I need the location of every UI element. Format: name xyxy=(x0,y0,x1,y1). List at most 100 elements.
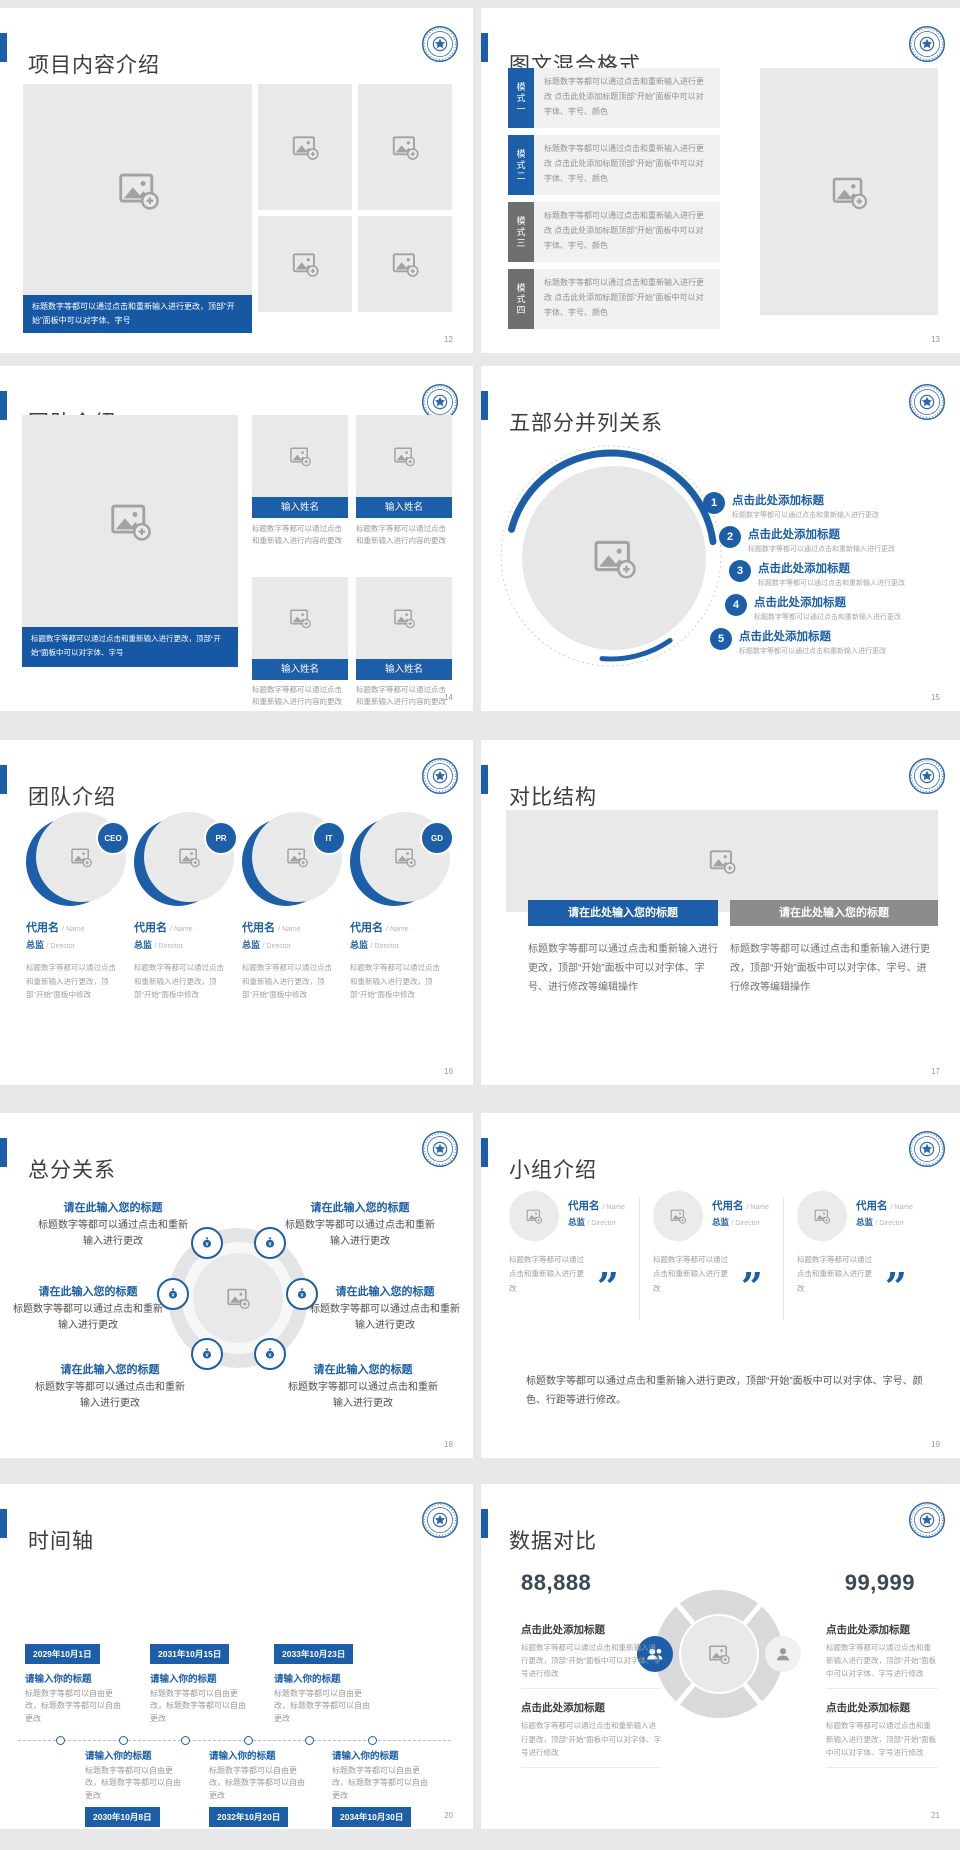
image-placeholder xyxy=(358,216,452,312)
slide-card-15[interactable]: 五部分并列关系 1 点击此处添加标题 标题数字等都可以通过点击和重新输入进行更改… xyxy=(481,366,960,711)
avatar: CEO xyxy=(26,812,130,910)
member-name-bar: 输入姓名 xyxy=(252,497,348,518)
title-accent-bar xyxy=(0,1509,7,1538)
school-seal-icon xyxy=(421,757,459,795)
event-title: 请输入你的标题 xyxy=(274,1674,341,1685)
member-photo-placeholder xyxy=(356,415,452,497)
page-number: 14 xyxy=(444,693,453,702)
block-text: 标题数字等都可以通过点击和重新输入进行更改 xyxy=(38,1220,188,1247)
role-badge: GD xyxy=(420,821,454,855)
block-text: 标题数字等都可以通过点击和重新输入进行更改，顶部“开始”面板中可以对字体、字号进… xyxy=(521,1719,661,1768)
mode-badge: 模式二 xyxy=(508,135,534,195)
item-title: 点击此处添加标题 xyxy=(732,495,824,507)
team-member-column: CEO 代用名 / Name 总监 / Director 标题数字等都可以通过点… xyxy=(26,812,130,1002)
text-block: 请在此输入您的标题 标题数字等都可以通过点击和重新输入进行更改 xyxy=(38,1199,188,1250)
timeline-node xyxy=(56,1736,65,1745)
member-photo-placeholder xyxy=(252,577,348,659)
list-item: 4 点击此处添加标题 标题数字等都可以通过点击和重新输入进行更改 xyxy=(725,594,955,622)
event-text: 标题数字等都可以自由更改，标题数字等都可以自由更改 xyxy=(25,1689,121,1723)
member-text: 标题数字等都可以通过点击和重新输入进行更改，顶部“开始”面板中修改 xyxy=(26,963,116,999)
member-text: 标题数字等都可以通过点击和重新输入进行内容的更改 xyxy=(252,524,342,545)
mode-text: 标题数字等都可以通过点击和重新输入进行更改 点击此处添加标题顶部“开始”面板中可… xyxy=(534,135,720,195)
role-badge: IT xyxy=(312,821,346,855)
number-badge: 4 xyxy=(725,594,747,616)
mode-text: 标题数字等都可以通过点击和重新输入进行更改 点击此处添加标题顶部“开始”面板中可… xyxy=(534,202,720,262)
block-title: 请在此输入您的标题 xyxy=(38,1286,138,1298)
event-text: 标题数字等都可以自由更改，标题数字等都可以自由更改 xyxy=(332,1766,428,1800)
slide-title: 对比结构 xyxy=(509,786,597,810)
money-bag-icon xyxy=(254,1338,286,1370)
school-seal-icon xyxy=(421,1130,459,1168)
compare-header-left: 请在此处输入您的标题 xyxy=(528,900,718,926)
user-icon xyxy=(765,1636,801,1672)
slide-card-20[interactable]: 时间轴 2029年10月1日 请输入你的标题 标题数字等都可以自由更改，标题数字… xyxy=(0,1484,473,1829)
member-text: 标题数字等都可以通过点击和重新输入进行更改，顶部“开始”面板中修改 xyxy=(242,963,332,999)
avatar-photo-placeholder xyxy=(797,1191,847,1241)
member-role: 总监 / Director xyxy=(242,940,291,950)
quote-mark: ” xyxy=(597,1264,619,1309)
block-title: 请在此输入您的标题 xyxy=(60,1364,160,1376)
block-text: 标题数字等都可以通过点击和重新输入进行更改，顶部“开始”面板中可以对字体、字号进… xyxy=(826,1641,938,1690)
role-badge: PR xyxy=(204,821,238,855)
member-name: 代用名 / Name xyxy=(242,922,301,934)
slide-card-12[interactable]: 项目内容介绍 标题数字等都可以通过点击和重新输入进行更改，顶部“开始”面板中可以… xyxy=(0,8,473,353)
slide-title: 总分关系 xyxy=(28,1159,116,1183)
page-number: 18 xyxy=(444,1440,453,1449)
image-plus-icon xyxy=(707,846,737,876)
timeline-node xyxy=(244,1736,253,1745)
item-title: 点击此处添加标题 xyxy=(739,631,831,643)
image-plus-icon xyxy=(290,249,320,279)
number-badge: 5 xyxy=(710,628,732,650)
event-text: 标题数字等都可以自由更改，标题数字等都可以自由更改 xyxy=(150,1689,246,1723)
column-divider xyxy=(783,1197,784,1319)
slide-title: 小组介绍 xyxy=(509,1159,597,1183)
slide-card-16[interactable]: 团队介绍 CEO 代用名 / Name 总监 / Director 标题数字等都… xyxy=(0,740,473,1085)
image-plus-icon xyxy=(390,249,420,279)
block-title: 请在此输入您的标题 xyxy=(310,1202,410,1214)
group-member-column: 代用名 / Name 总监 / Director 标题数字等都可以通过点击和重新… xyxy=(509,1191,639,1309)
member-name-bar: 输入姓名 xyxy=(252,659,348,680)
money-bag-icon xyxy=(286,1278,318,1310)
title-accent-bar xyxy=(481,391,488,420)
timeline-event-top: 2031年10月15日 请输入你的标题 标题数字等都可以自由更改，标题数字等都可… xyxy=(150,1644,258,1725)
center-circle-graphic xyxy=(168,1228,308,1368)
date-badge: 2033年10月23日 xyxy=(274,1644,354,1664)
item-text: 标题数字等都可以通过点击和重新输入进行更改 xyxy=(758,580,905,587)
slide-card-21[interactable]: 数据对比 88,888 99,999 点击此处添加标题 标题数字等都可以通过点击… xyxy=(481,1484,960,1829)
page-number: 19 xyxy=(931,1440,940,1449)
slide-card-13[interactable]: 图文混合格式 模式一 标题数字等都可以通过点击和重新输入进行更改 点击此处添加标… xyxy=(481,8,960,353)
slide-card-19[interactable]: 小组介绍 代用名 / Name 总监 / Director 标题数字等都可以通过… xyxy=(481,1113,960,1458)
stat-block: 点击此处添加标题 标题数字等都可以通过点击和重新输入进行更改，顶部“开始”面板中… xyxy=(521,1622,661,1690)
slide-card-18[interactable]: 总分关系 请在此输入您的标题 标题数字等都可以通过点击和重新输入进行更改 请在此… xyxy=(0,1113,473,1458)
item-title: 点击此处添加标题 xyxy=(748,529,840,541)
team-member-column: GD 代用名 / Name 总监 / Director 标题数字等都可以通过点击… xyxy=(350,812,454,1002)
page-number: 12 xyxy=(444,335,453,344)
image-plus-icon xyxy=(525,1207,543,1225)
member-text: 标题数字等都可以通过点击和重新输入进行内容的更改 xyxy=(356,524,446,545)
slide-card-17[interactable]: 对比结构 请在此处输入您的标题 请在此处输入您的标题 标题数字等都可以通过点击和… xyxy=(481,740,960,1085)
member-photo-placeholder xyxy=(356,577,452,659)
page-number: 21 xyxy=(931,1811,940,1820)
block-title: 点击此处添加标题 xyxy=(826,1624,910,1636)
member-text: 标题数字等都可以通过点击和重新输入进行更改，顶部“开始”面板中修改 xyxy=(350,963,440,999)
member-text: 标题数字等都可以通过点击和重新输入进行内容的更改 xyxy=(252,685,342,706)
image-plus-icon xyxy=(813,1207,831,1225)
stat-value-right: 99,999 xyxy=(844,1570,915,1595)
timeline-event-bottom: 请输入你的标题 标题数字等都可以自由更改，标题数字等都可以自由更改 2032年1… xyxy=(209,1748,317,1828)
event-text: 标题数字等都可以自由更改，标题数字等都可以自由更改 xyxy=(274,1689,370,1723)
stat-block: 点击此处添加标题 标题数字等都可以通过点击和重新输入进行更改，顶部“开始”面板中… xyxy=(521,1700,661,1768)
list-item: 5 点击此处添加标题 标题数字等都可以通过点击和重新输入进行更改 xyxy=(710,628,940,656)
slide-card-14[interactable]: 团队介绍 标题数字等都可以通过点击和重新输入进行更改，顶部“开始”面板中可以对字… xyxy=(0,366,473,711)
page-number: 17 xyxy=(931,1067,940,1076)
image-placeholder xyxy=(22,415,238,627)
image-plus-icon xyxy=(392,606,416,630)
money-bag-icon xyxy=(191,1338,223,1370)
date-badge: 2030年10月8日 xyxy=(85,1807,160,1828)
school-seal-icon xyxy=(908,757,946,795)
school-seal-icon xyxy=(421,25,459,63)
member-name-bar: 输入姓名 xyxy=(356,659,452,680)
compare-body-left: 标题数字等都可以通过点击和重新输入进行更改，顶部“开始”面板中可以对字体、字号、… xyxy=(528,944,718,993)
title-accent-bar xyxy=(0,765,7,794)
member-name-bar: 输入姓名 xyxy=(356,497,452,518)
